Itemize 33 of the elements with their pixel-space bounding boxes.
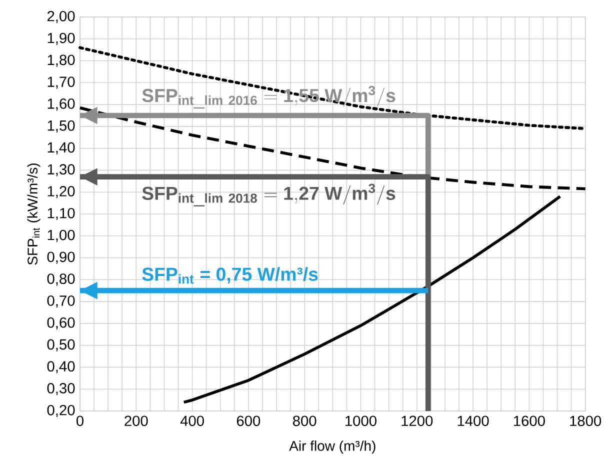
x-tick-label: 1600 — [514, 416, 545, 426]
x-tick-label: 200 — [124, 416, 148, 426]
y-tick-label: 0,20 — [47, 404, 75, 418]
annotation: $\mathbf{SFP_{int\_lim\ 2018}\ {=}\ 1{,}27\ W{/}m^{3}{/}s}$ — [142, 184, 396, 206]
x-axis-title: Air flow (m³/h) — [289, 440, 376, 454]
y-tick-label: 1,60 — [48, 98, 75, 111]
y-tick-label: 1,10 — [48, 208, 75, 220]
y-tick-label: 1,80 — [48, 54, 75, 67]
y-tick-label: 1,20 — [48, 186, 75, 198]
x-tick-label: 1400 — [458, 416, 489, 426]
y-tick-label: 1,30 — [48, 164, 75, 176]
y-tick-label: 1,90 — [48, 32, 75, 45]
x-tick-label: 1200 — [402, 416, 433, 426]
y-tick-label: 0,90 — [47, 252, 75, 264]
y-tick-label: 0,50 — [47, 339, 75, 352]
y-tick-label: 1,00 — [48, 230, 75, 242]
y-tick-label: 2,00 — [47, 10, 75, 24]
y-tick-label: 1,40 — [48, 142, 75, 154]
y-axis-title: SFP$_{int}$ (kW/m³/s) — [27, 163, 40, 265]
y-tick-label: 0,70 — [47, 296, 75, 308]
y-tick-label: 1,70 — [48, 76, 75, 89]
x-tick-label: 400 — [180, 416, 204, 426]
x-tick-label: 0 — [76, 416, 84, 426]
x-tick-label: 1000 — [346, 416, 376, 426]
y-tick-label: 0,40 — [47, 361, 75, 374]
text: SFP$_{int}$ = 0,75 W/m³/s — [142, 267, 318, 284]
y-tick-label: 0,60 — [47, 317, 75, 330]
x-tick-label: 1800 — [570, 416, 602, 426]
x-tick-label: 600 — [236, 416, 260, 426]
y-tick-label: 0,30 — [47, 383, 75, 396]
y-tick-label: 1,50 — [48, 120, 75, 132]
y-tick-label: 0,80 — [47, 274, 75, 286]
x-tick-label: 800 — [292, 416, 316, 426]
